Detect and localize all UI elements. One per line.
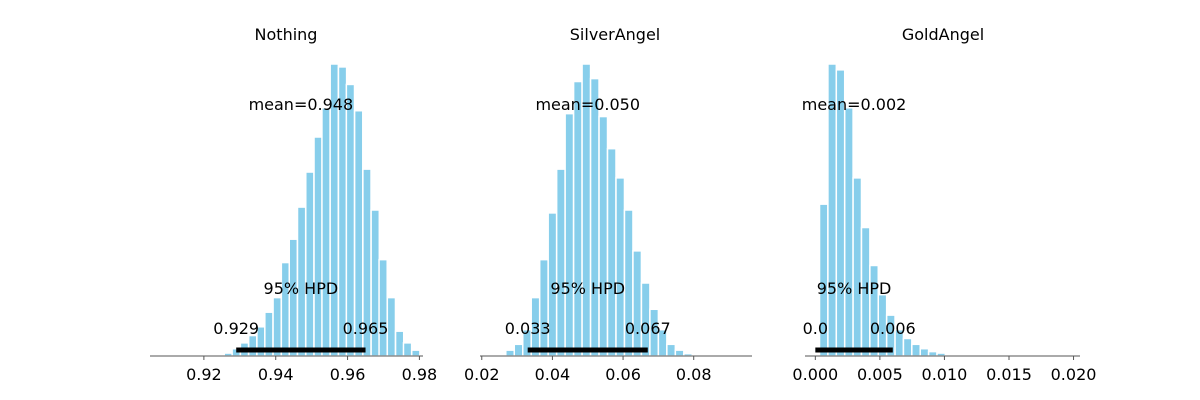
x-tick-label: 0.08 <box>676 365 712 384</box>
x-tick-label: 0.92 <box>186 365 222 384</box>
histogram-bar <box>591 79 599 356</box>
histogram-bar <box>608 149 616 356</box>
hpd-label: 95% HPD <box>550 279 625 298</box>
x-tick-label: 0.020 <box>1051 365 1097 384</box>
histogram-bar <box>853 178 861 356</box>
x-tick-label: 0.000 <box>792 365 838 384</box>
hpd-label: 95% HPD <box>264 279 339 298</box>
histogram-bar <box>346 84 354 356</box>
x-tick-label: 0.005 <box>857 365 903 384</box>
histogram-bar <box>912 344 920 356</box>
x-tick-label: 0.04 <box>535 365 571 384</box>
histogram-bar <box>514 344 522 356</box>
panel-title: GoldAngel <box>902 25 984 44</box>
histogram-bar <box>281 263 289 356</box>
hpd-low-label: 0.033 <box>505 319 551 338</box>
x-tick-label: 0.02 <box>464 365 500 384</box>
mean-label: mean=0.050 <box>535 95 640 114</box>
histogram-bar <box>675 350 683 356</box>
histogram-bar <box>412 350 420 356</box>
histogram-bar <box>565 114 573 356</box>
histogram-bar <box>306 172 314 356</box>
histogram-bar <box>322 108 330 356</box>
x-tick-label: 0.94 <box>258 365 294 384</box>
histogram-bar <box>633 251 641 356</box>
hpd-high-label: 0.006 <box>870 319 916 338</box>
histogram-bar <box>920 349 928 356</box>
hpd-high-label: 0.965 <box>343 319 389 338</box>
histogram-bar <box>314 137 322 356</box>
hpd-low-label: 0.929 <box>213 319 259 338</box>
histogram-bar <box>574 82 582 356</box>
histogram-bar <box>599 117 607 356</box>
x-tick-label: 0.010 <box>922 365 968 384</box>
hpd-label: 95% HPD <box>817 279 892 298</box>
histogram-bar <box>667 344 675 356</box>
histogram-bar <box>396 331 404 356</box>
hpd-high-label: 0.067 <box>625 319 671 338</box>
histogram-bar <box>540 260 548 356</box>
x-tick-label: 0.98 <box>402 365 438 384</box>
panel-title: SilverAngel <box>570 25 660 44</box>
histogram-bar <box>379 260 387 356</box>
hpd-low-label: 0.0 <box>803 319 828 338</box>
histogram-bar <box>273 298 281 356</box>
x-tick-label: 0.06 <box>605 365 641 384</box>
histogram-bar <box>903 338 911 356</box>
histogram-bar <box>845 108 853 356</box>
x-tick-label: 0.96 <box>330 365 366 384</box>
histogram-bar <box>403 343 411 356</box>
histogram-bar <box>616 178 624 356</box>
histogram-bar <box>557 169 565 356</box>
mean-label: mean=0.948 <box>249 95 354 114</box>
histogram-bar <box>929 352 937 356</box>
histogram-bar <box>249 336 257 356</box>
histogram-bar <box>506 350 514 356</box>
mean-label: mean=0.002 <box>802 95 907 114</box>
panel-title: Nothing <box>255 25 318 44</box>
histogram-bar <box>387 298 395 356</box>
x-tick-label: 0.015 <box>986 365 1032 384</box>
